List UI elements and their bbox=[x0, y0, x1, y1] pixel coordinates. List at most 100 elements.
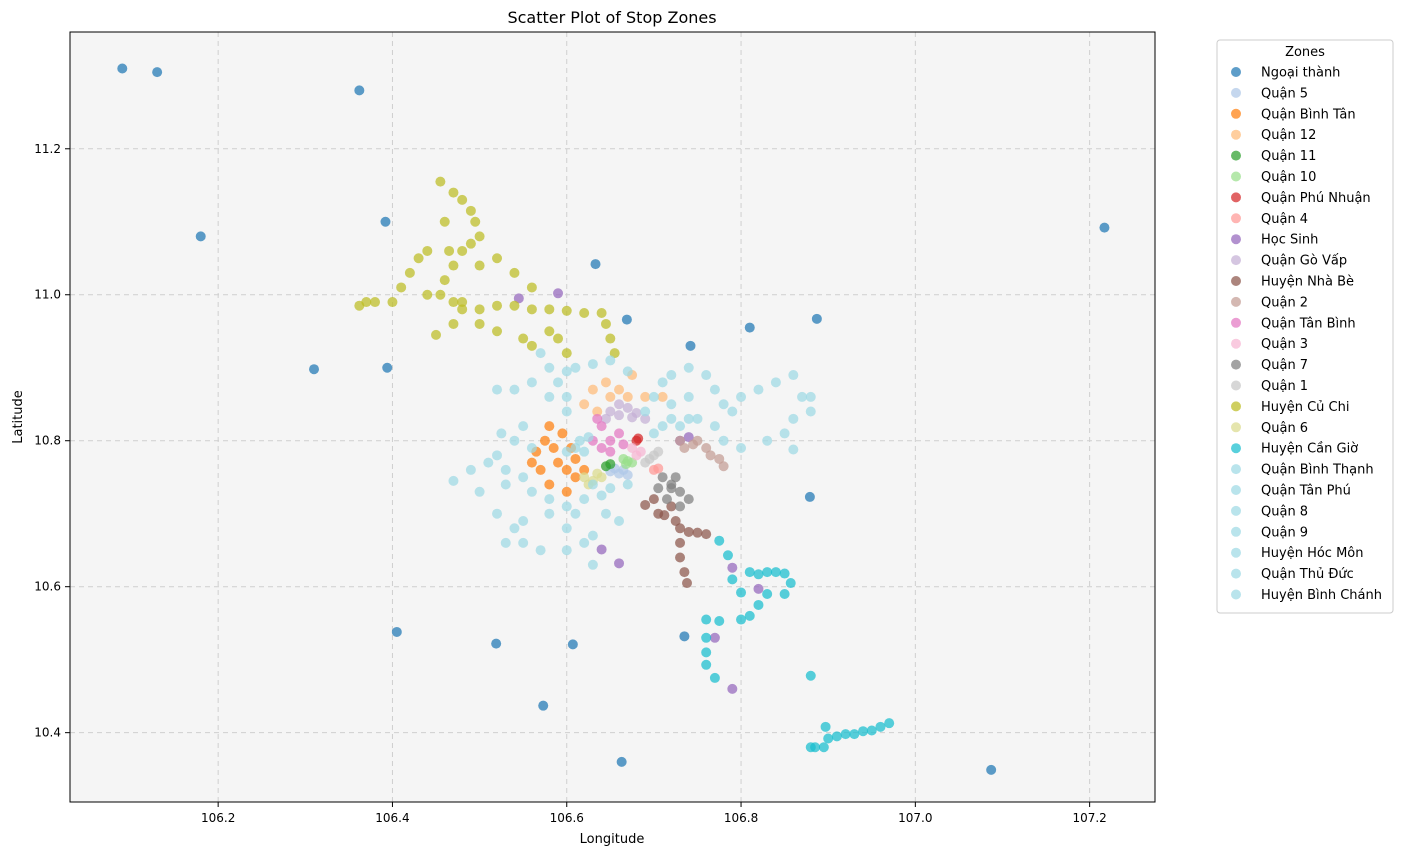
data-point bbox=[396, 282, 407, 293]
data-point bbox=[413, 253, 424, 264]
legend-marker bbox=[1231, 485, 1241, 495]
data-point bbox=[435, 289, 446, 300]
data-point bbox=[474, 304, 485, 315]
data-point bbox=[561, 391, 572, 402]
data-point bbox=[600, 508, 611, 519]
data-point bbox=[685, 340, 696, 351]
data-point bbox=[820, 721, 831, 732]
data-point bbox=[779, 428, 790, 439]
data-point bbox=[762, 567, 773, 578]
legend-marker bbox=[1231, 568, 1241, 579]
data-point bbox=[718, 461, 729, 472]
data-point bbox=[544, 391, 555, 402]
legend-item: Quận 10 bbox=[1231, 170, 1316, 185]
legend-label: Quận Thủ Đức bbox=[1261, 567, 1354, 582]
data-point bbox=[785, 578, 796, 589]
data-point bbox=[492, 253, 503, 264]
legend-label: Huyện Nhà Bè bbox=[1261, 275, 1354, 290]
data-point bbox=[762, 435, 773, 446]
data-point bbox=[849, 729, 860, 740]
y-tick-label: 10.6 bbox=[34, 580, 61, 594]
data-point bbox=[592, 406, 603, 417]
data-point bbox=[579, 399, 590, 410]
data-point bbox=[553, 457, 564, 468]
series-7 bbox=[648, 463, 664, 475]
data-point bbox=[627, 443, 638, 454]
data-point bbox=[526, 486, 537, 497]
legend-item: Quận 8 bbox=[1231, 504, 1308, 519]
data-point bbox=[657, 421, 668, 432]
legend-label: Quận 7 bbox=[1261, 358, 1308, 373]
data-point bbox=[596, 490, 607, 501]
legend-marker bbox=[1231, 505, 1241, 516]
data-point bbox=[614, 399, 625, 410]
x-axis-ticks: 106.2 106.4 106.6 106.8 107.0 107.2 bbox=[201, 802, 1107, 825]
legend-item: Huyện Nhà Bè bbox=[1231, 275, 1354, 290]
legend-marker bbox=[1231, 443, 1241, 454]
data-point bbox=[683, 413, 694, 424]
legend-label: Quận 11 bbox=[1261, 149, 1316, 164]
data-point bbox=[605, 446, 616, 457]
data-point bbox=[539, 435, 550, 446]
legend-item: Quận 3 bbox=[1231, 337, 1308, 352]
series-25 bbox=[448, 421, 625, 570]
data-point bbox=[657, 377, 668, 388]
legend-marker bbox=[1231, 150, 1241, 161]
data-point bbox=[701, 614, 712, 625]
legend-label: Quận 12 bbox=[1261, 128, 1316, 143]
data-point bbox=[587, 359, 598, 370]
data-point bbox=[579, 494, 590, 505]
data-point bbox=[605, 391, 616, 402]
legend-label: Quận Tân Bình bbox=[1261, 316, 1356, 331]
y-tick-label: 10.4 bbox=[34, 726, 61, 740]
data-point bbox=[653, 463, 664, 474]
data-point bbox=[509, 384, 520, 395]
data-point bbox=[570, 443, 581, 454]
data-point bbox=[692, 527, 703, 538]
legend-label: Học Sinh bbox=[1261, 233, 1318, 248]
y-tick-label: 11.0 bbox=[34, 288, 61, 302]
data-point bbox=[538, 700, 549, 711]
data-point bbox=[679, 443, 690, 454]
data-point bbox=[640, 499, 651, 510]
legend-label: Quận Bình Tân bbox=[1261, 107, 1356, 122]
data-point bbox=[509, 300, 520, 311]
data-point bbox=[587, 530, 598, 541]
data-point bbox=[439, 216, 450, 227]
data-point bbox=[805, 742, 816, 753]
data-point bbox=[831, 731, 842, 742]
data-point bbox=[709, 632, 720, 643]
chart-title: Scatter Plot of Stop Zones bbox=[507, 8, 716, 27]
data-point bbox=[535, 348, 546, 359]
data-point bbox=[675, 552, 686, 563]
y-tick-label: 10.8 bbox=[34, 434, 61, 448]
data-point bbox=[657, 472, 668, 483]
data-point bbox=[518, 472, 529, 483]
legend-label: Quận 5 bbox=[1261, 86, 1308, 101]
data-point bbox=[744, 567, 755, 578]
data-point bbox=[465, 238, 476, 249]
legend-label: Quận 10 bbox=[1261, 170, 1316, 185]
data-point bbox=[457, 194, 468, 205]
legend-marker bbox=[1231, 296, 1241, 307]
data-point bbox=[627, 412, 638, 423]
legend-marker bbox=[1231, 401, 1241, 412]
data-point bbox=[605, 435, 616, 446]
data-point bbox=[753, 599, 764, 610]
data-point bbox=[622, 366, 633, 377]
data-point bbox=[701, 443, 712, 454]
data-point bbox=[675, 486, 686, 497]
legend-label: Huyện Củ Chi bbox=[1261, 400, 1349, 415]
legend-marker bbox=[1231, 255, 1241, 266]
data-point bbox=[448, 475, 459, 486]
legend-item: Huyện Bình Chánh bbox=[1231, 588, 1382, 603]
data-point bbox=[579, 307, 590, 318]
data-point bbox=[422, 245, 433, 256]
data-point bbox=[666, 501, 677, 512]
x-tick-label: 107.0 bbox=[898, 811, 932, 825]
data-point bbox=[727, 406, 738, 417]
data-point bbox=[496, 428, 507, 439]
data-point bbox=[1099, 222, 1110, 233]
legend-marker bbox=[1231, 276, 1241, 286]
series-0 bbox=[117, 63, 1110, 775]
